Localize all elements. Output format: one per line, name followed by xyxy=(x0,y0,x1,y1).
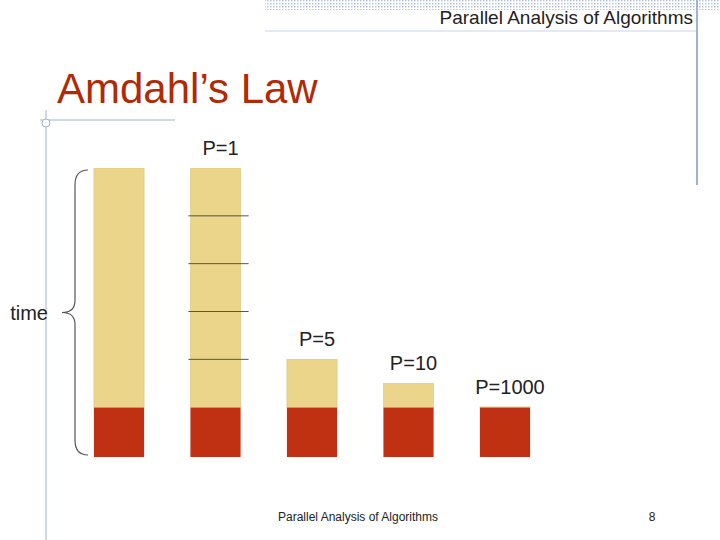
bar-segment xyxy=(287,359,337,407)
bar-segment xyxy=(383,407,433,457)
header-rule xyxy=(265,31,697,32)
page-number: 8 xyxy=(649,510,656,524)
title: Amdahl’s Law xyxy=(57,65,318,112)
category-label: P=5 xyxy=(299,328,335,350)
left-rule xyxy=(46,110,47,540)
category-label: P=1 xyxy=(202,137,238,159)
bar-segment xyxy=(190,407,240,457)
bar-segment xyxy=(190,264,240,312)
rule-knot xyxy=(42,119,50,127)
segment-divider xyxy=(188,311,248,312)
bar-segment xyxy=(190,312,240,360)
bars xyxy=(94,168,530,457)
bar-segment xyxy=(287,407,337,457)
bar-segment xyxy=(190,359,240,407)
segment-divider xyxy=(188,359,248,360)
bar-segment xyxy=(383,383,433,407)
y-axis-title: time xyxy=(10,302,48,324)
bar-segment xyxy=(480,407,530,457)
category-label: P=10 xyxy=(390,352,437,374)
segment-divider xyxy=(188,215,248,216)
header: Parallel Analysis of Algorithms xyxy=(440,7,693,28)
title-rule xyxy=(40,120,175,121)
footer: Parallel Analysis of Algorithms xyxy=(278,510,438,524)
category-label: P=1000 xyxy=(475,376,545,398)
slide: Parallel Analysis of Algorithms Parallel … xyxy=(0,0,720,540)
bar-segment xyxy=(94,168,144,407)
bar-segment xyxy=(190,168,240,216)
header-vrule xyxy=(696,0,698,185)
bar-segment xyxy=(94,407,144,457)
segment-divider xyxy=(188,263,248,264)
bar-segment xyxy=(190,216,240,264)
y-axis-brace xyxy=(62,170,88,455)
bar-segment xyxy=(480,406,530,407)
